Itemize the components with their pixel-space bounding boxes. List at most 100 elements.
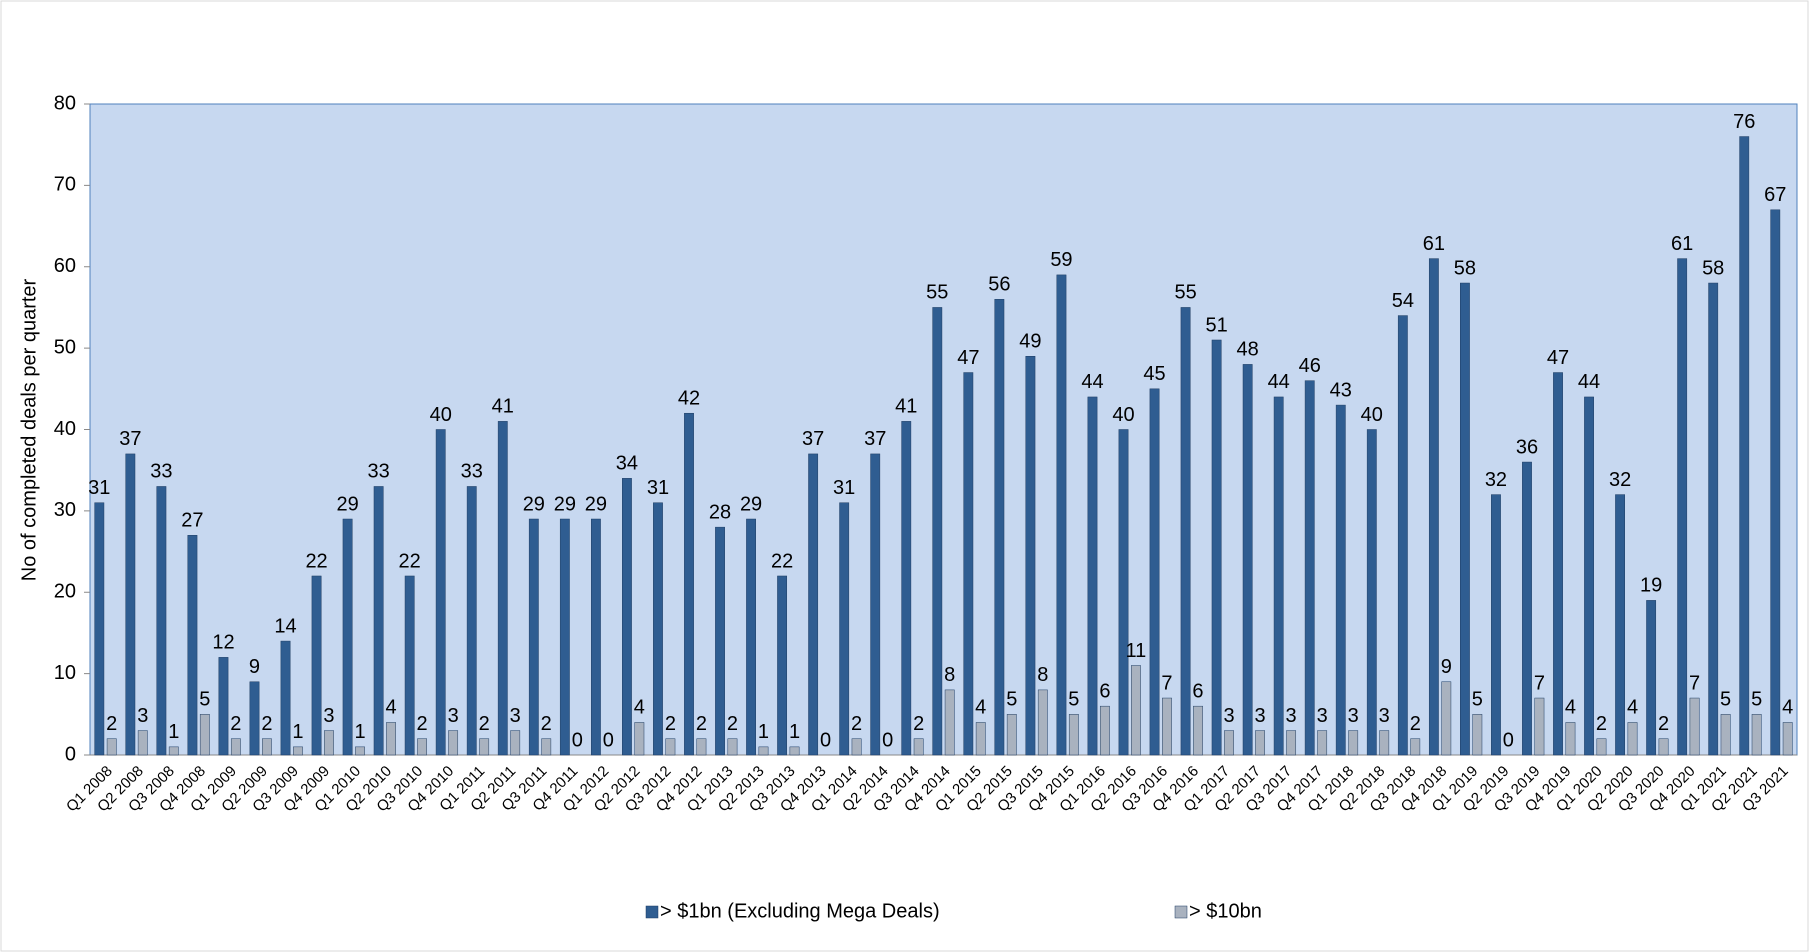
data-label: 4 [1782,697,1793,719]
bar [963,372,974,756]
legend-swatch [1174,905,1188,919]
bar [1149,388,1160,756]
bar [1646,600,1657,756]
data-label: 5 [1720,689,1731,711]
bar [1410,738,1421,756]
bar [1006,714,1017,756]
data-label: 31 [88,477,110,499]
bar [1491,494,1501,756]
data-label: 8 [944,664,955,686]
data-label: 5 [1006,689,1017,711]
data-label: 19 [1640,575,1662,597]
data-label: 4 [1627,697,1638,719]
bar [789,746,800,756]
data-label: 29 [336,493,358,515]
bar [1596,738,1607,756]
bar [1056,274,1067,756]
data-label: 2 [696,713,707,735]
data-label: 54 [1392,290,1414,312]
y-tick-label: 0 [65,743,76,765]
data-label: 58 [1454,257,1476,279]
data-label: 0 [820,729,831,751]
data-label: 1 [168,721,179,743]
bar [1317,730,1328,756]
bar [1180,307,1191,756]
data-label: 41 [492,396,514,418]
bar [932,307,943,756]
bar [1751,714,1762,756]
data-label: 61 [1423,233,1445,255]
bar [590,518,601,756]
bar [1739,136,1750,756]
data-label: 44 [1268,371,1290,393]
bar [1068,714,1079,756]
bar [808,453,819,756]
data-label: 2 [106,713,117,735]
bar [1286,730,1297,756]
bar [1472,714,1483,756]
data-label: 3 [1223,705,1234,727]
bar [1131,665,1141,756]
legend-label: > $10bn [1189,900,1262,922]
data-label: 42 [678,388,700,410]
bar [293,746,303,756]
bar [1584,396,1594,756]
bar [1348,730,1359,756]
data-label: 49 [1019,331,1041,353]
data-label: 3 [1286,705,1297,727]
data-label: 44 [1578,371,1600,393]
y-tick-label: 80 [54,92,76,114]
data-label: 29 [554,493,576,515]
bar [684,412,694,756]
bar [466,486,477,756]
data-label: 9 [249,656,260,678]
data-label: 33 [368,461,390,483]
bar [1162,697,1172,756]
bar [1441,681,1452,756]
data-label: 2 [541,713,552,735]
data-label: 11 [1126,640,1147,662]
data-label: 55 [1174,282,1196,304]
bar [528,518,539,756]
data-label: 6 [1099,680,1110,702]
data-label: 59 [1050,249,1072,271]
bar [342,518,353,756]
data-label: 48 [1237,339,1259,361]
data-label: 12 [212,632,234,654]
bar [417,738,427,756]
y-tick-label: 10 [54,662,76,684]
data-label: 4 [634,697,645,719]
bar [199,714,210,756]
data-label: 67 [1764,184,1786,206]
data-label: 41 [895,396,917,418]
data-label: 33 [461,461,483,483]
legend-swatch [645,905,659,919]
y-tick-label: 70 [54,174,76,196]
data-label: 61 [1671,233,1693,255]
y-tick-label: 50 [54,336,76,358]
bar [1553,372,1563,756]
data-label: 4 [1565,697,1576,719]
bar [559,518,570,756]
data-label: 37 [864,428,886,450]
data-label: 46 [1299,355,1321,377]
data-label: 27 [181,510,203,532]
bar [137,730,148,756]
bar [1782,722,1793,756]
bar [839,502,850,756]
bar [510,730,521,756]
data-label: 14 [274,615,296,637]
bar [1224,730,1234,756]
data-label: 44 [1081,371,1103,393]
bar [218,657,229,756]
data-label: 7 [1689,672,1700,694]
bar [541,738,552,756]
data-label: 3 [1379,705,1390,727]
data-label: 8 [1037,664,1048,686]
data-label: 2 [1658,713,1669,735]
y-tick-label: 40 [54,418,76,440]
data-label: 5 [1751,689,1762,711]
bar [168,746,179,756]
data-label: 3 [1348,705,1359,727]
